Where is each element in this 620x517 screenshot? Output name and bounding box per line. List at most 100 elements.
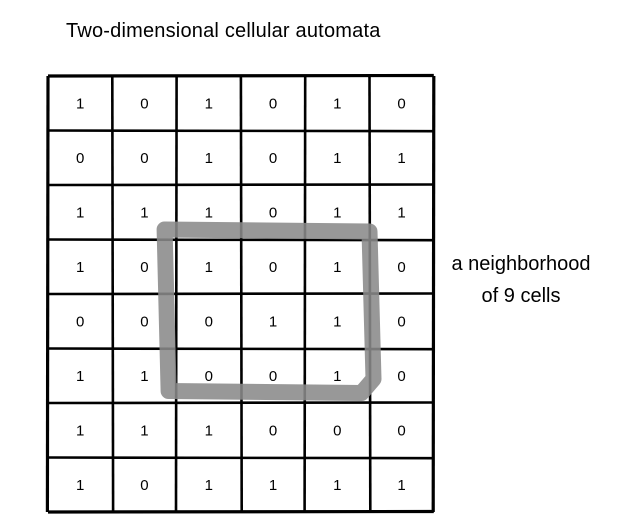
- cell-value: 1: [76, 368, 84, 385]
- caption-line-2: of 9 cells: [481, 285, 561, 307]
- caption-line-1: a neighborhood: [451, 253, 591, 275]
- grid-cell: 1: [205, 95, 213, 112]
- cell-value: 0: [269, 150, 277, 167]
- grid-cell: 1: [205, 477, 213, 494]
- cell-value: 1: [76, 259, 84, 276]
- cell-value: 1: [205, 477, 213, 494]
- grid-cell: 1: [205, 422, 213, 439]
- cell-value: 0: [76, 313, 84, 330]
- cell-value: 1: [205, 422, 213, 439]
- cell-value: 1: [333, 259, 341, 276]
- cell-value: 1: [397, 204, 405, 221]
- neighborhood-highlight-layer: [156, 221, 382, 401]
- grid-cell: 1: [76, 477, 84, 494]
- cell-value: 0: [397, 422, 405, 439]
- grid-cell: 0: [140, 259, 148, 276]
- cell-value: 0: [269, 368, 277, 385]
- cell-value: 0: [333, 422, 341, 439]
- grid-cell: 1: [397, 150, 405, 167]
- cell-value: 1: [269, 477, 277, 494]
- grid-cell: 0: [397, 313, 405, 330]
- cell-value: 1: [140, 368, 148, 385]
- grid-cell: 0: [333, 422, 341, 439]
- grid-line-horizontal: [47, 509, 434, 514]
- cell-value: 1: [333, 313, 341, 330]
- cell-value: 0: [205, 313, 213, 330]
- grid-cell: 0: [269, 204, 277, 221]
- neighborhood-caption: a neighborhood of 9 cells: [436, 248, 606, 312]
- grid-cell: 1: [205, 259, 213, 276]
- grid-cell: 0: [397, 368, 405, 385]
- grid-line-vertical: [45, 75, 50, 513]
- cell-value: 0: [76, 150, 84, 167]
- cell-value: 0: [269, 422, 277, 439]
- grid-cell: 0: [397, 422, 405, 439]
- grid-line-horizontal: [47, 456, 434, 460]
- neighborhood-outline: [156, 221, 382, 401]
- cell-value: 1: [333, 150, 341, 167]
- cell-value: 1: [333, 204, 341, 221]
- grid-cell: 1: [76, 368, 84, 385]
- grid-line-horizontal: [47, 401, 434, 405]
- grid-cell: 0: [140, 477, 148, 494]
- grid-cell: 1: [140, 422, 148, 439]
- cell-value: 1: [205, 150, 213, 167]
- grid-cell: 1: [397, 204, 405, 221]
- grid-cell: 0: [76, 313, 84, 330]
- grid-cell: 1: [269, 313, 277, 330]
- grid-cell: 1: [333, 477, 341, 494]
- grid-cell: 1: [76, 259, 84, 276]
- grid-cell: 1: [333, 150, 341, 167]
- cell-value: 1: [397, 477, 405, 494]
- grid-cell: 0: [76, 150, 84, 167]
- cell-value: 0: [397, 368, 405, 385]
- cell-value: 0: [205, 368, 213, 385]
- cell-value: 1: [205, 95, 213, 112]
- cell-value: 1: [76, 477, 84, 494]
- cell-value: 1: [140, 422, 148, 439]
- cell-value: 1: [333, 368, 341, 385]
- grid-cell: 0: [397, 259, 405, 276]
- grid-cell: 1: [205, 150, 213, 167]
- grid-cell: 1: [333, 204, 341, 221]
- cell-value: 0: [269, 259, 277, 276]
- grid-line-horizontal: [47, 73, 434, 78]
- grid-cell: 1: [76, 422, 84, 439]
- cell-value: 0: [269, 204, 277, 221]
- grid-cell: 1: [333, 368, 341, 385]
- diagram-title: Two-dimensional cellular automata: [66, 20, 381, 42]
- grid-cell: 0: [140, 313, 148, 330]
- grid-line-horizontal: [47, 183, 434, 187]
- grid-cell: 0: [397, 95, 405, 112]
- grid-cell: 1: [397, 477, 405, 494]
- grid-line-horizontal: [47, 129, 434, 133]
- grid-cell: 1: [269, 477, 277, 494]
- cell-value: 1: [205, 204, 213, 221]
- grid-cell: 0: [269, 150, 277, 167]
- cell-value: 0: [140, 477, 148, 494]
- cell-value: 1: [397, 150, 405, 167]
- grid-cell: 1: [333, 95, 341, 112]
- grid-cell: 1: [140, 204, 148, 221]
- grid-cell: 1: [205, 204, 213, 221]
- grid-cell: 1: [76, 95, 84, 112]
- cell-value: 1: [333, 95, 341, 112]
- grid-cell: 0: [205, 368, 213, 385]
- cell-value: 1: [205, 259, 213, 276]
- cell-value: 1: [76, 204, 84, 221]
- grid-cell: 1: [333, 313, 341, 330]
- cell-value: 1: [269, 313, 277, 330]
- cell-value: 1: [333, 477, 341, 494]
- grid-cell: 0: [269, 95, 277, 112]
- grid-cell: 1: [76, 204, 84, 221]
- grid-cell: 0: [140, 150, 148, 167]
- cell-value: 0: [397, 313, 405, 330]
- cell-value: 1: [140, 204, 148, 221]
- grid-cell: 0: [269, 422, 277, 439]
- cell-value: 0: [397, 95, 405, 112]
- cell-value: 0: [269, 95, 277, 112]
- cell-value: 0: [140, 95, 148, 112]
- grid-cell: 0: [140, 95, 148, 112]
- cell-value: 1: [76, 422, 84, 439]
